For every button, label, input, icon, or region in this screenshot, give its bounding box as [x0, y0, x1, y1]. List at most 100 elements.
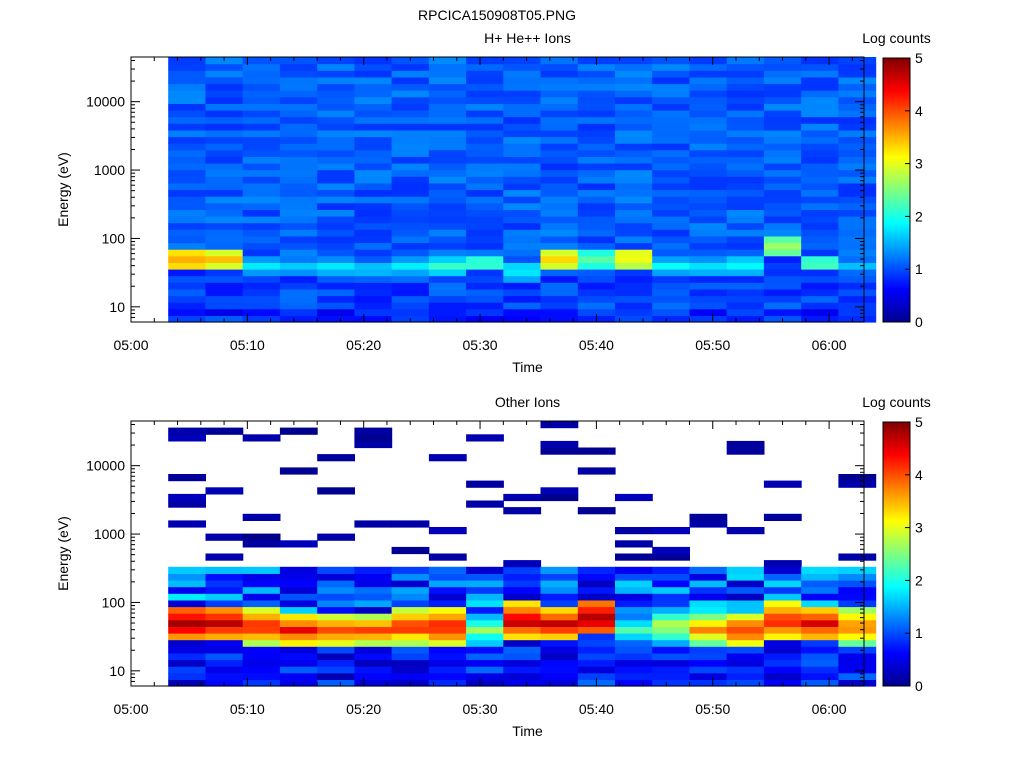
heatmap-cell: [838, 116, 877, 124]
heatmap-cell: [391, 599, 430, 608]
heatmap-cell: [577, 593, 616, 601]
heatmap-cell: [391, 593, 430, 601]
heatmap-cell: [577, 116, 616, 124]
heatmap-cell: [652, 249, 690, 257]
heatmap-cell: [503, 560, 542, 568]
heatmap-cell: [466, 619, 504, 627]
heatmap-cell: [577, 308, 616, 316]
heatmap-cell: [540, 216, 579, 224]
heatmap-cell: [391, 295, 430, 303]
heatmap-cell: [242, 103, 281, 111]
heatmap-cell: [466, 500, 504, 508]
heatmap-cell: [354, 116, 393, 124]
heatmap-cell: [689, 136, 728, 144]
heatmap-cell: [838, 103, 877, 111]
heatmap-cell: [689, 116, 728, 124]
heatmap-cell: [466, 63, 504, 71]
heatmap-cell: [279, 229, 318, 237]
heatmap-cell: [838, 553, 877, 561]
heatmap-cell: [242, 295, 281, 303]
heatmap-cell: [466, 269, 504, 277]
heatmap-cell: [317, 202, 355, 210]
heatmap-cell: [317, 606, 355, 614]
heatmap-cell: [391, 222, 430, 230]
heatmap-cell: [428, 103, 467, 111]
heatmap-cell: [466, 672, 504, 680]
heatmap-cell: [689, 249, 728, 257]
heatmap-cell: [503, 70, 542, 78]
colorbar: [882, 57, 911, 323]
heatmap-cell: [689, 255, 728, 263]
heatmap-cell: [428, 679, 467, 687]
heatmap-cell: [577, 196, 616, 204]
heatmap-cell: [577, 666, 616, 674]
heatmap-cell: [801, 659, 839, 667]
heatmap-cell: [838, 189, 877, 197]
heatmap-cell: [503, 90, 542, 98]
heatmap-cell: [168, 302, 206, 310]
heatmap-cell: [466, 295, 504, 303]
heatmap-cell: [428, 222, 467, 230]
heatmap-cell: [540, 103, 579, 111]
heatmap-cell: [466, 136, 504, 144]
heatmap-cell: [726, 633, 765, 641]
heatmap-cell: [354, 566, 393, 574]
heatmap-cell: [354, 235, 393, 244]
heatmap-cell: [838, 129, 877, 138]
heatmap-cell: [615, 633, 653, 641]
heatmap-cell: [428, 182, 467, 191]
heatmap-cell: [279, 302, 318, 310]
heatmap-cell: [540, 421, 579, 429]
heatmap-cell: [168, 176, 206, 184]
heatmap-cell: [317, 182, 355, 191]
heatmap-cell: [317, 255, 355, 263]
heatmap-cell: [652, 553, 690, 561]
heatmap-cell: [168, 57, 206, 65]
heatmap-cell: [242, 599, 281, 608]
heatmap-cell: [391, 586, 430, 594]
heatmap-cell: [801, 282, 839, 290]
heatmap-cell: [354, 249, 393, 257]
heatmap-cell: [205, 70, 244, 78]
heatmap-cell: [317, 103, 355, 111]
heatmap-cell: [242, 619, 281, 627]
heatmap-cell: [763, 169, 802, 177]
heatmap-cell: [205, 619, 244, 627]
heatmap-cell: [540, 129, 579, 138]
heatmap-cell: [391, 639, 430, 647]
heatmap-cell: [391, 123, 430, 131]
heatmap-cell: [466, 169, 504, 177]
heatmap-cell: [354, 646, 393, 654]
heatmap-cell: [689, 566, 728, 574]
heatmap-cell: [801, 262, 839, 270]
heatmap-cell: [168, 76, 206, 85]
heatmap-cell: [317, 169, 355, 177]
heatmap-cell: [577, 269, 616, 277]
heatmap-cell: [354, 580, 393, 588]
heatmap-cell: [615, 110, 653, 118]
heatmap-cell: [615, 566, 653, 574]
heatmap-cell: [801, 315, 839, 323]
heatmap-cell: [391, 619, 430, 627]
panel-1: 05:00 05:10 05:20 05:30 05:40 05:50 06:0010100…: [55, 30, 931, 375]
heatmap-cell: [540, 143, 579, 151]
heatmap-cell: [726, 116, 765, 124]
heatmap-cell: [168, 149, 206, 157]
heatmap-cell: [801, 288, 839, 297]
heatmap-cell: [652, 103, 690, 111]
heatmap-cell: [466, 255, 504, 263]
heatmap-cell: [801, 249, 839, 257]
heatmap-cell: [168, 679, 206, 687]
heatmap-cell: [540, 288, 579, 297]
heatmap-cell: [577, 209, 616, 217]
heatmap-cell: [354, 275, 393, 283]
heatmap-cell: [279, 295, 318, 303]
heatmap-cell: [726, 619, 765, 627]
panel-2: 05:00 05:10 05:20 05:30 05:40 05:50 06:0010100…: [55, 394, 931, 739]
heatmap-cell: [577, 507, 616, 515]
colorbar: [882, 421, 911, 687]
heatmap-cell: [763, 196, 802, 204]
heatmap-cell: [652, 619, 690, 627]
heatmap-cell: [577, 149, 616, 157]
heatmap-cell: [205, 269, 244, 277]
